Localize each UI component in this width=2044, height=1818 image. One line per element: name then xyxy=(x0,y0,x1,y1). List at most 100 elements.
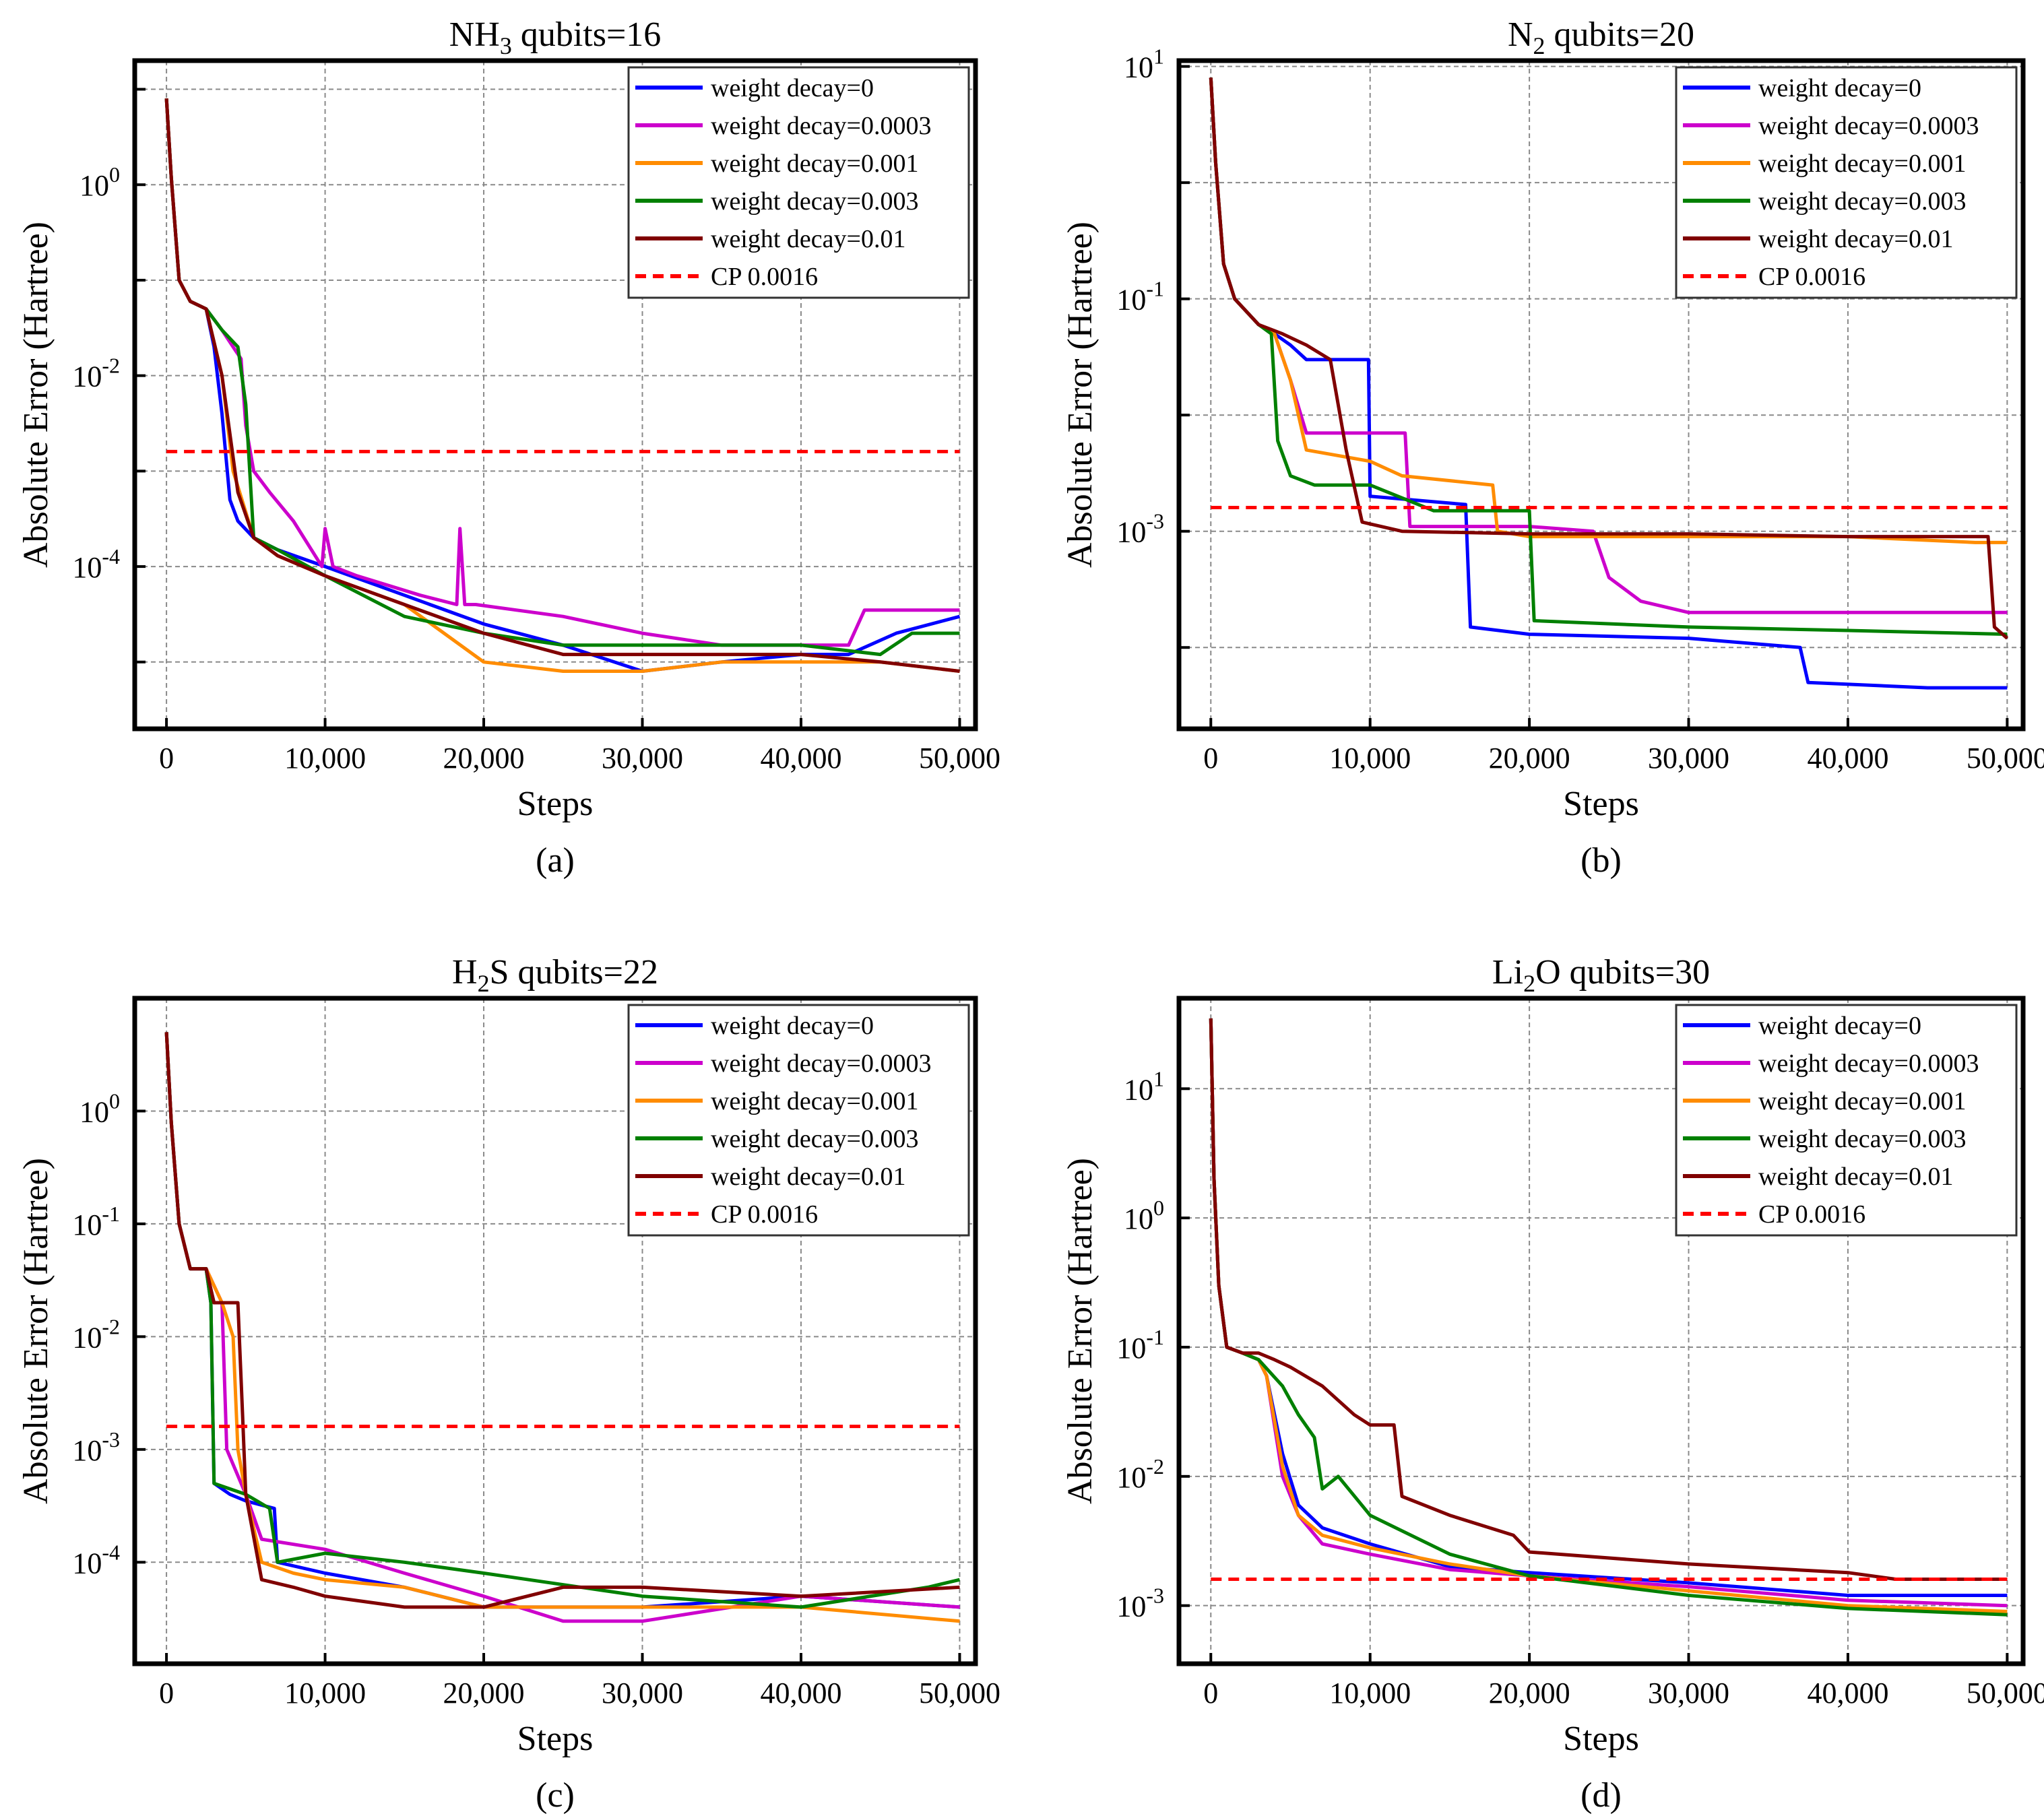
plot-frame xyxy=(1176,58,2026,732)
x-tick-label: 30,000 xyxy=(602,742,683,775)
y-tick-label: 100 xyxy=(79,162,120,202)
x-tick-label: 0 xyxy=(1203,1677,1218,1710)
panel-label: (a) xyxy=(536,841,575,880)
legend-label: CP 0.0016 xyxy=(1758,263,1865,291)
legend-label: weight decay=0.01 xyxy=(711,1163,905,1191)
legend-label: weight decay=0.003 xyxy=(1758,1125,1966,1153)
x-axis-title: Steps xyxy=(1563,785,1639,823)
x-tick-label: 30,000 xyxy=(1648,742,1729,775)
y-tick-label: 100 xyxy=(79,1089,120,1128)
x-tick-label: 0 xyxy=(159,1677,174,1710)
series-line-4 xyxy=(1209,77,2009,640)
legend-label: weight decay=0 xyxy=(711,1012,874,1040)
legend-label: weight decay=0 xyxy=(711,74,874,102)
panel-label: (b) xyxy=(1580,841,1622,880)
legend: weight decay=0 weight decay=0.0003 weight … xyxy=(1675,1004,2018,1237)
legend-label: weight decay=0.0003 xyxy=(1758,112,1979,140)
legend-label: CP 0.0016 xyxy=(1758,1200,1865,1229)
legend-label: CP 0.0016 xyxy=(711,263,818,291)
legend-box xyxy=(627,66,970,299)
x-axis-title: Steps xyxy=(517,1720,594,1758)
legend-label: weight decay=0.003 xyxy=(711,1125,918,1153)
panel-label: (c) xyxy=(536,1776,575,1815)
chart-title: N2 qubits=20 xyxy=(1508,15,1694,59)
y-tick-label: 10-3 xyxy=(72,1427,120,1467)
chart-panel-c: 0 10,000 20,000 30,000 40,000 50,000 100 10-1 10… xyxy=(17,953,1000,1815)
chart-title: NH3 qubits=16 xyxy=(449,15,662,59)
x-tick-label: 20,000 xyxy=(1489,1677,1570,1710)
y-axis-title: Absolute Error (Hartree) xyxy=(1061,1158,1099,1504)
legend-label: weight decay=0.001 xyxy=(1758,150,1966,178)
x-tick-label: 10,000 xyxy=(1329,742,1411,775)
x-tick-label: 20,000 xyxy=(1489,742,1570,775)
legend-label: weight decay=0.001 xyxy=(711,1087,918,1115)
legend-label: weight decay=0.003 xyxy=(711,187,918,216)
x-tick-label: 50,000 xyxy=(919,742,1000,775)
panel-label: (d) xyxy=(1580,1776,1622,1815)
legend: weight decay=0 weight decay=0.0003 weight … xyxy=(627,66,970,299)
y-tick-label: 10-2 xyxy=(72,1314,120,1354)
y-axis-title: Absolute Error (Hartree) xyxy=(1061,222,1099,568)
x-tick-label: 20,000 xyxy=(443,1677,525,1710)
x-tick-label: 10,000 xyxy=(284,742,366,775)
x-tick-label: 0 xyxy=(1203,742,1218,775)
x-tick-label: 50,000 xyxy=(1967,1677,2044,1710)
x-tick-label: 40,000 xyxy=(760,742,841,775)
legend-label: weight decay=0.0003 xyxy=(711,1049,931,1078)
y-axis-title: Absolute Error (Hartree) xyxy=(17,222,55,568)
y-tick-label: 10-2 xyxy=(72,354,120,393)
chart-panel-d: 0 10,000 20,000 30,000 40,000 50,000 101 100 10-… xyxy=(1061,953,2044,1815)
legend-box xyxy=(1675,1004,2018,1237)
x-axis-title: Steps xyxy=(517,785,594,823)
series-line-4 xyxy=(164,1032,960,1609)
x-tick-label: 0 xyxy=(159,742,174,775)
chart-title: Li2O qubits=30 xyxy=(1492,953,1710,997)
y-tick-label: 101 xyxy=(1124,1066,1164,1106)
x-tick-label: 40,000 xyxy=(1807,1677,1888,1710)
x-tick-label: 10,000 xyxy=(1329,1677,1411,1710)
legend-label: CP 0.0016 xyxy=(711,1200,818,1229)
legend-label: weight decay=0.003 xyxy=(1758,187,1966,216)
chart-panel-b: 0 10,000 20,000 30,000 40,000 50,000 101 10-1 10… xyxy=(1061,15,2044,880)
y-tick-label: 10-4 xyxy=(72,544,120,584)
legend-label: weight decay=0 xyxy=(1758,74,1921,102)
y-tick-label: 10-3 xyxy=(1116,1584,1164,1623)
y-tick-label: 10-1 xyxy=(1116,277,1164,317)
x-tick-label: 40,000 xyxy=(1807,742,1888,775)
x-tick-label: 30,000 xyxy=(1648,1677,1729,1710)
x-tick-label: 50,000 xyxy=(919,1677,1000,1710)
y-tick-label: 10-1 xyxy=(1116,1325,1164,1365)
y-tick-label: 10-4 xyxy=(72,1540,120,1580)
chart-title: H2S qubits=22 xyxy=(452,953,658,997)
y-tick-label: 100 xyxy=(1124,1196,1164,1235)
legend-label: weight decay=0.0003 xyxy=(1758,1049,1979,1078)
y-axis-title: Absolute Error (Hartree) xyxy=(17,1158,55,1504)
x-tick-label: 10,000 xyxy=(284,1677,366,1710)
y-tick-label: 101 xyxy=(1124,44,1164,84)
legend-label: weight decay=0.01 xyxy=(1758,1163,1953,1191)
plot-frame xyxy=(132,996,978,1666)
legend-label: weight decay=0.001 xyxy=(1758,1087,1966,1115)
legend-label: weight decay=0.01 xyxy=(711,225,905,253)
legend-box xyxy=(1675,66,2018,299)
x-tick-label: 50,000 xyxy=(1967,742,2044,775)
legend-box xyxy=(627,1004,970,1237)
x-axis-title: Steps xyxy=(1563,1720,1639,1758)
x-tick-label: 40,000 xyxy=(760,1677,841,1710)
legend-label: weight decay=0 xyxy=(1758,1012,1921,1040)
legend: weight decay=0 weight decay=0.0003 weight … xyxy=(627,1004,970,1237)
series-line-4 xyxy=(164,98,960,673)
legend-label: weight decay=0.0003 xyxy=(711,112,931,140)
y-tick-label: 10-1 xyxy=(72,1202,120,1241)
legend-label: weight decay=0.01 xyxy=(1758,225,1953,253)
chart-panel-a: 0 10,000 20,000 30,000 40,000 50,000 100 10-2 10… xyxy=(17,15,1000,880)
x-tick-label: 30,000 xyxy=(602,1677,683,1710)
plot-frame xyxy=(132,58,978,732)
y-tick-label: 10-3 xyxy=(1116,509,1164,549)
series-line-4 xyxy=(1209,1018,2008,1581)
x-tick-label: 20,000 xyxy=(443,742,525,775)
legend: weight decay=0 weight decay=0.0003 weight … xyxy=(1675,66,2018,299)
legend-label: weight decay=0.001 xyxy=(711,150,918,178)
plot-frame xyxy=(1176,996,2026,1666)
